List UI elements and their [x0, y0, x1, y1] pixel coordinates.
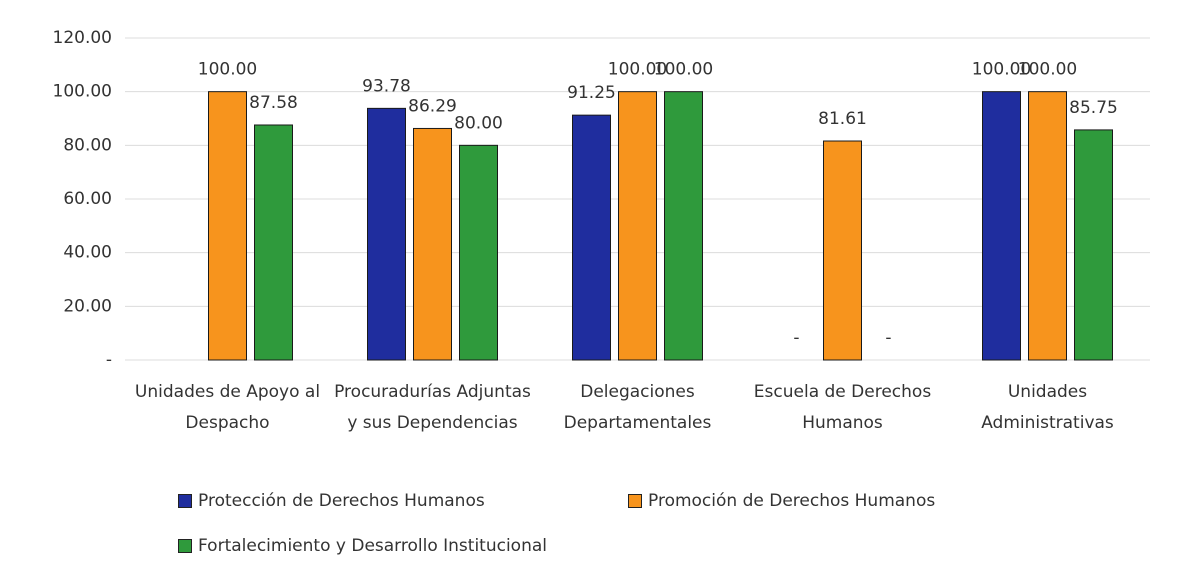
bar	[413, 127, 452, 361]
value-label: 100.00	[198, 60, 257, 80]
y-tick-label: 100.00	[53, 82, 112, 102]
value-label: 100.00	[654, 60, 713, 80]
value-label: 85.75	[1069, 98, 1118, 118]
legend-label: Protección de Derechos Humanos	[198, 491, 485, 511]
x-tick-label: Unidades de Apoyo al Despacho	[134, 382, 321, 433]
value-label: 91.25	[567, 83, 616, 103]
value-label: -	[793, 328, 799, 348]
legend-label: Promoción de Derechos Humanos	[648, 491, 936, 511]
value-label: 80.00	[454, 113, 503, 133]
y-tick-label: 60.00	[63, 189, 112, 209]
value-label: 87.58	[249, 93, 298, 113]
legend-item: Promoción de Derechos Humanos	[628, 491, 935, 511]
y-tick-label: 20.00	[63, 296, 112, 316]
legend-swatch	[178, 494, 192, 508]
bar	[208, 91, 247, 361]
bar	[459, 144, 498, 361]
bar	[823, 140, 862, 361]
x-tick-label: Procuradurías Adjuntas y sus Dependencia…	[334, 382, 531, 433]
y-tick-label: -	[106, 350, 112, 370]
x-tick-label: Unidades Administrativas	[981, 382, 1114, 433]
value-label: 100.00	[972, 60, 1031, 80]
y-tick-label: 40.00	[63, 243, 112, 263]
value-label: 81.61	[818, 109, 867, 129]
bar	[982, 91, 1021, 361]
legend-swatch	[628, 494, 642, 508]
y-tick-label: 120.00	[53, 28, 112, 48]
value-label: 100.00	[1018, 60, 1077, 80]
y-tick-label: 80.00	[63, 135, 112, 155]
value-label: 86.29	[408, 96, 457, 116]
bar	[1028, 91, 1067, 361]
bar	[1074, 129, 1113, 361]
bar	[618, 91, 657, 361]
legend-item: Protección de Derechos Humanos	[178, 491, 485, 511]
legend-swatch	[178, 539, 192, 553]
bar	[664, 91, 703, 361]
x-tick-label: Escuela de Derechos Humanos	[753, 382, 932, 433]
x-tick-label: Delegaciones Departamentales	[563, 382, 712, 433]
legend-item: Fortalecimiento y Desarrollo Institucion…	[178, 536, 547, 556]
value-label: 93.78	[362, 76, 411, 96]
bar	[367, 107, 406, 361]
value-label: 100.00	[608, 60, 667, 80]
value-label: -	[885, 328, 891, 348]
bar	[254, 124, 293, 361]
legend-label: Fortalecimiento y Desarrollo Institucion…	[198, 536, 547, 556]
bar	[572, 114, 611, 361]
